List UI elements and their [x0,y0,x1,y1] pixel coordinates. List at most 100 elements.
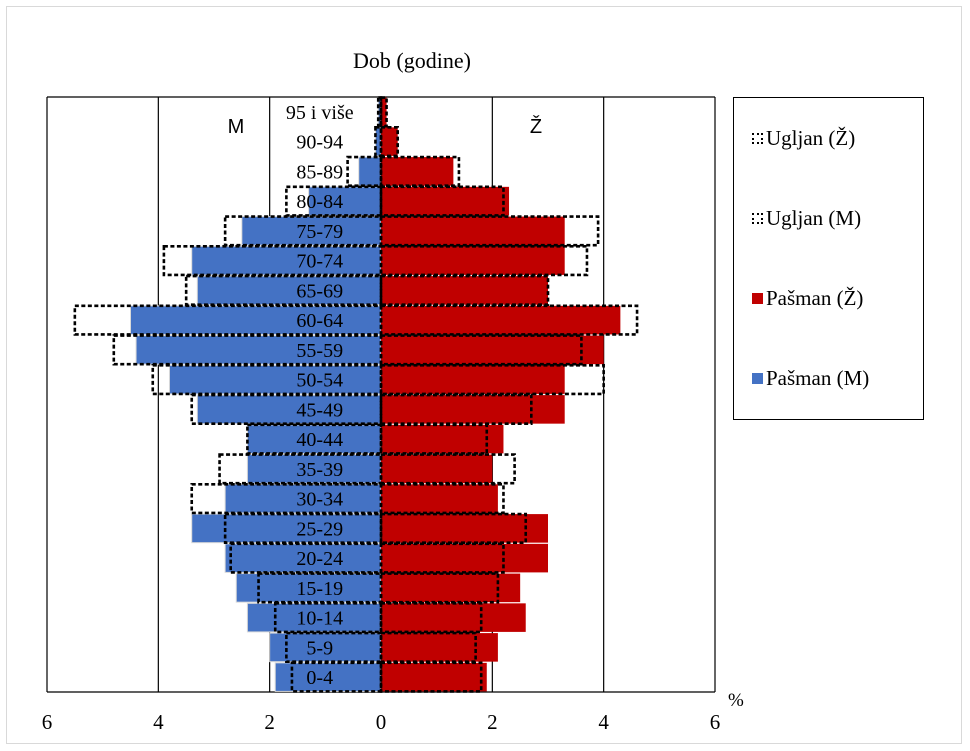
bar-pasman-m [246,602,382,633]
category-label: 50-54 [296,370,343,392]
bar-pasman-m [196,394,382,425]
x-tick-label: 2 [264,710,275,734]
bar-ugljan-z [379,126,400,158]
legend-item-ugljan-m: Ugljan (M) [752,203,861,233]
bar-ugljan-m [285,185,383,217]
category-label: 80-84 [296,191,343,213]
bar-ugljan-z [379,215,600,247]
category-label: 65-69 [296,280,343,302]
bar-ugljan-z [379,96,388,128]
bar-pasman-m [191,245,382,276]
category-label: 60-64 [296,310,343,332]
category-label: 35-39 [296,459,343,481]
bar-ugljan-m [246,423,383,455]
legend: Ugljan (Ž) Ugljan (M) Pašman (Ž) Pašman … [733,97,924,420]
bar-pasman-m [358,156,382,187]
x-tick-label: 2 [487,710,498,734]
legend-item-ugljan-z: Ugljan (Ž) [752,123,855,153]
x-tick-label: 6 [710,710,721,734]
legend-swatch-ugljan-z [752,132,763,144]
bar-pasman-m [269,632,382,663]
category-label: 75-79 [296,221,343,243]
bars [73,96,639,693]
bar-pasman-z [381,157,454,186]
bar-ugljan-z [379,155,461,187]
category-label: 70-74 [296,251,343,273]
legend-item-pasman-z: Pašman (Ž) [752,283,863,313]
legend-item-pasman-m: Pašman (M) [752,363,869,393]
category-label: 0-4 [306,667,333,689]
bar-ugljan-m [162,245,383,277]
bar-pasman-z [381,514,548,543]
bar-pasman-z [381,365,565,394]
bar-ugljan-z [379,602,483,634]
chart-title: Dob (godine) [353,48,471,73]
category-label: 30-34 [296,489,343,511]
category-label: 20-24 [296,548,343,570]
bar-pasman-m [235,573,382,603]
bar-ugljan-z [379,364,605,396]
bar-pasman-z [381,573,521,603]
bar-pasman-m [246,454,382,484]
bar-ugljan-z [379,185,505,217]
x-tick-label: 4 [153,710,164,734]
category-label: 95 i više [286,102,354,124]
bar-ugljan-z [379,512,528,544]
bar-pasman-m [191,513,382,544]
category-label: 5-9 [306,637,333,659]
bar-pasman-z [381,276,548,305]
bar-pasman-z [381,454,493,484]
bar-pasman-m [196,275,382,306]
legend-label-pasman-z: Pašman (Ž) [766,285,864,310]
category-label: 85-89 [296,161,343,183]
bar-pasman-z [381,424,504,454]
bar-pasman-z [381,335,604,365]
legend-label-ugljan-m: Ugljan (M) [766,205,862,230]
bar-pasman-z [381,216,565,246]
category-label: 15-19 [296,578,343,600]
legend-swatch-ugljan-m [752,212,763,224]
bar-pasman-z [381,603,526,632]
category-labels: 0-4 5-9 10-14 15-19 20-24 25-29 30-34 35-39 40-4… [286,102,354,689]
category-label: 10-14 [296,608,343,630]
x-unit-label: % [728,690,744,711]
legend-label-pasman-m: Pašman (M) [766,365,870,390]
bar-pasman-z [381,186,510,216]
bar-ugljan-m [376,96,383,128]
bar-pasman-z [381,97,387,127]
bar-pasman-z [381,305,621,335]
category-label: 55-59 [296,340,343,362]
x-tick-label: 0 [376,710,387,734]
category-label: 25-29 [296,518,343,540]
bar-pasman-z [381,127,398,156]
legend-label-ugljan-z: Ugljan (Ž) [766,125,856,150]
category-label: 45-49 [296,399,343,421]
legend-swatch-pasman-z [752,292,763,304]
bar-ugljan-z [379,304,639,336]
bar-ugljan-z [379,631,477,663]
bar-pasman-z [381,662,487,692]
bar-pasman-z [381,246,565,275]
right-side-label: Ž [530,115,542,138]
category-label: 40-44 [296,429,343,451]
bar-ugljan-z [379,572,500,604]
category-label: 90-94 [296,132,343,154]
bar-pasman-m [168,364,382,395]
bar-pasman-m [130,305,382,335]
x-tick-label: 6 [42,710,53,734]
bar-pasman-z [381,633,498,662]
left-side-label: M [228,116,245,138]
bar-pasman-m [246,424,382,454]
bar-pasman-m [241,216,382,246]
x-tick-label: 4 [598,710,609,734]
bar-pasman-z [381,395,565,424]
bar-ugljan-z [379,334,583,366]
x-axis: 6 4 2 0 2 4 6 [42,710,721,734]
bar-ugljan-m [184,274,383,306]
bar-ugljan-m [285,631,383,663]
bar-ugljan-z [379,661,483,693]
legend-swatch-pasman-m [752,372,763,384]
bar-pasman-z [381,484,498,513]
bar-pasman-z [381,543,548,573]
